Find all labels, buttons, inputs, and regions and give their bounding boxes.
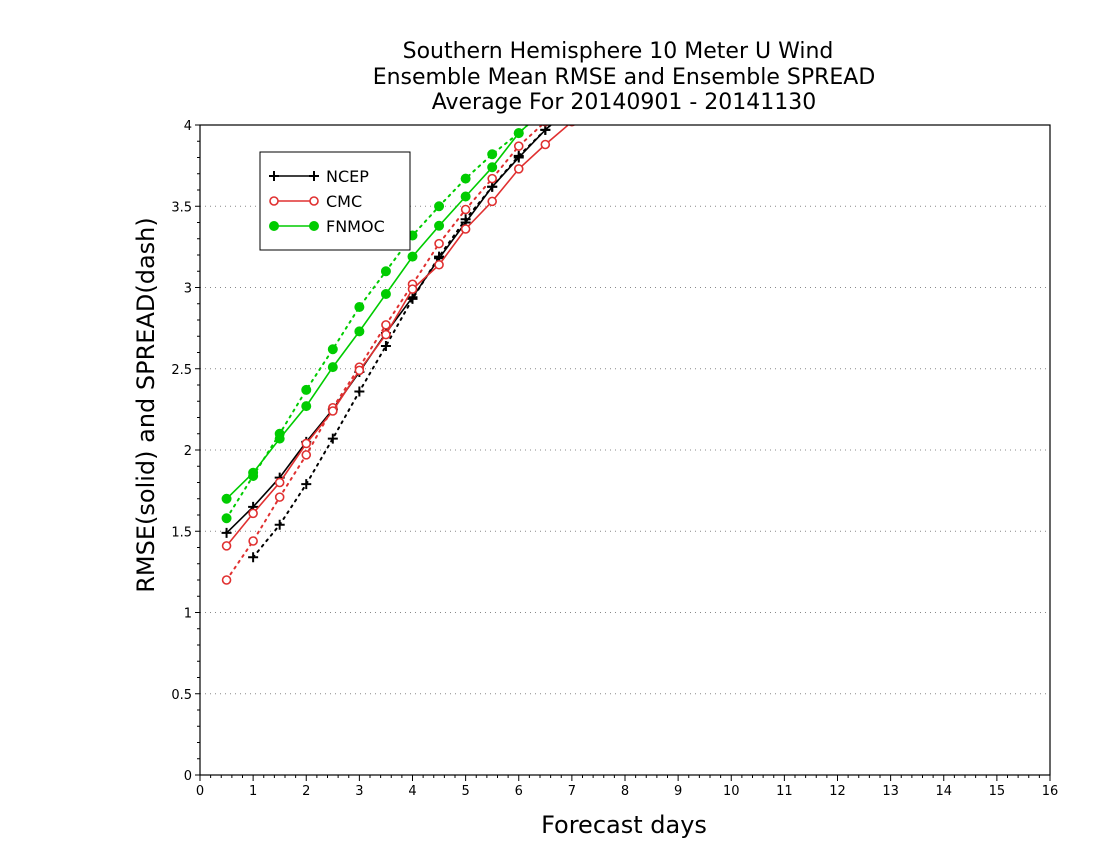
cmc-rmse-point [328,406,338,416]
x-tick-label: 13 [882,784,899,799]
fnmoc-rmse-point [301,401,312,412]
y-tick-label: 0.5 [171,688,192,703]
series-layer [221,125,576,585]
y-axis-label: RMSE(solid) and SPREAD(dash) [132,217,160,593]
x-tick-label: 12 [829,784,846,799]
cmc-spread-point [460,204,471,215]
x-tick-label: 14 [935,784,952,799]
fnmoc-spread-point [221,513,232,524]
series-fnmoc [221,125,530,524]
x-tick-label: 16 [1042,784,1059,799]
x-tick-label: 9 [674,784,682,799]
x-tick-label: 3 [355,784,363,799]
cmc-rmse-line [225,125,570,547]
x-tick-label: 4 [408,784,416,799]
chart-title-line-1: Southern Hemisphere 10 Meter U Wind [403,39,834,64]
fnmoc-rmse-point [487,162,498,173]
fnmoc-spread-point [434,201,445,212]
fnmoc-rmse-point [221,493,232,504]
legend-label: FNMOC [326,217,385,236]
x-tick-label: 15 [989,784,1006,799]
grid [200,205,1050,695]
legend-item-cmc: CMC [269,192,362,211]
legend-item-ncep: NCEP [269,167,369,186]
cmc-spread-point [274,492,285,502]
fnmoc-rmse-point [380,289,391,299]
ncep-rmse-line [226,125,552,534]
y-tick-label: 1.5 [171,525,192,540]
legend-item-fnmoc: FNMOC [269,217,385,236]
cmc-spread-line [225,125,544,581]
x-tick-label: 7 [568,784,576,799]
x-tick-label: 0 [196,784,204,799]
legend: NCEP CMC FNMOC [259,151,411,251]
y-tick-label: 1 [184,607,192,622]
fnmoc-rmse-point [327,362,338,373]
fnmoc-rmse-point [434,220,445,231]
fnmoc-rmse-point [248,467,259,478]
y-tick-label: 3 [184,282,192,297]
axis-ticks: 00.511.522.533.540 1 2 3 4 5 6 7 8 9 10 11 12 13 14 15 1… [171,119,1058,799]
x-tick-label: 10 [723,784,740,799]
legend-marker-start [269,196,279,206]
cmc-rmse-point [513,164,524,174]
fnmoc-spread-point [380,266,391,277]
cmc-spread-point [487,173,497,184]
cmc-rmse-point [354,365,365,376]
cmc-rmse-point [434,259,444,270]
series-cmc [221,125,576,585]
legend-marker-start [269,221,279,231]
cmc-rmse-point [274,477,285,488]
x-tick-label: 11 [776,784,793,799]
fnmoc-rmse-point [354,326,365,337]
y-tick-label: 2.5 [171,363,192,378]
fnmoc-rmse-point [460,191,471,202]
cmc-rmse-point [460,224,471,234]
fnmoc-spread-point [354,302,365,312]
cmc-rmse-point [407,284,418,294]
y-tick-label: 0 [184,769,192,784]
y-tick-label: 3.5 [171,200,192,215]
chart-title-line-2: Ensemble Mean RMSE and Ensemble SPREAD [373,65,876,90]
legend-marker-end [309,196,319,206]
cmc-spread-point [381,320,391,330]
x-axis-label: Forecast days [541,811,707,839]
y-tick-label: 2 [184,444,192,459]
cmc-rmse-point [487,196,497,207]
legend-label: CMC [326,192,362,211]
x-tick-label: 5 [461,784,469,799]
fnmoc-spread-point [327,344,338,355]
cmc-rmse-point [301,438,312,449]
legend-label: NCEP [326,167,369,186]
cmc-spread-point [513,141,524,151]
fnmoc-rmse-point [274,433,285,444]
x-tick-label: 8 [621,784,629,799]
cmc-spread-point [221,575,232,585]
fnmoc-rmse-point [407,251,418,262]
x-tick-label: 2 [302,784,310,799]
cmc-spread-point [248,536,258,546]
fnmoc-spread-point [487,149,498,160]
fnmoc-spread-point [460,173,471,184]
y-tick-label: 4 [184,119,192,134]
cmc-rmse-point [248,508,258,519]
fnmoc-spread-point [301,384,312,395]
cmc-spread-point [301,450,312,460]
cmc-rmse-point [540,139,551,150]
cmc-rmse-point [381,329,391,340]
chart-title-line-3: Average For 20140901 - 20141130 [432,90,817,115]
fnmoc-rmse-point [513,128,524,139]
cmc-rmse-point [221,541,232,551]
x-tick-label: 6 [515,784,523,799]
x-tick-label: 1 [249,784,257,799]
legend-marker-end [309,221,319,231]
cmc-spread-point [434,238,444,249]
